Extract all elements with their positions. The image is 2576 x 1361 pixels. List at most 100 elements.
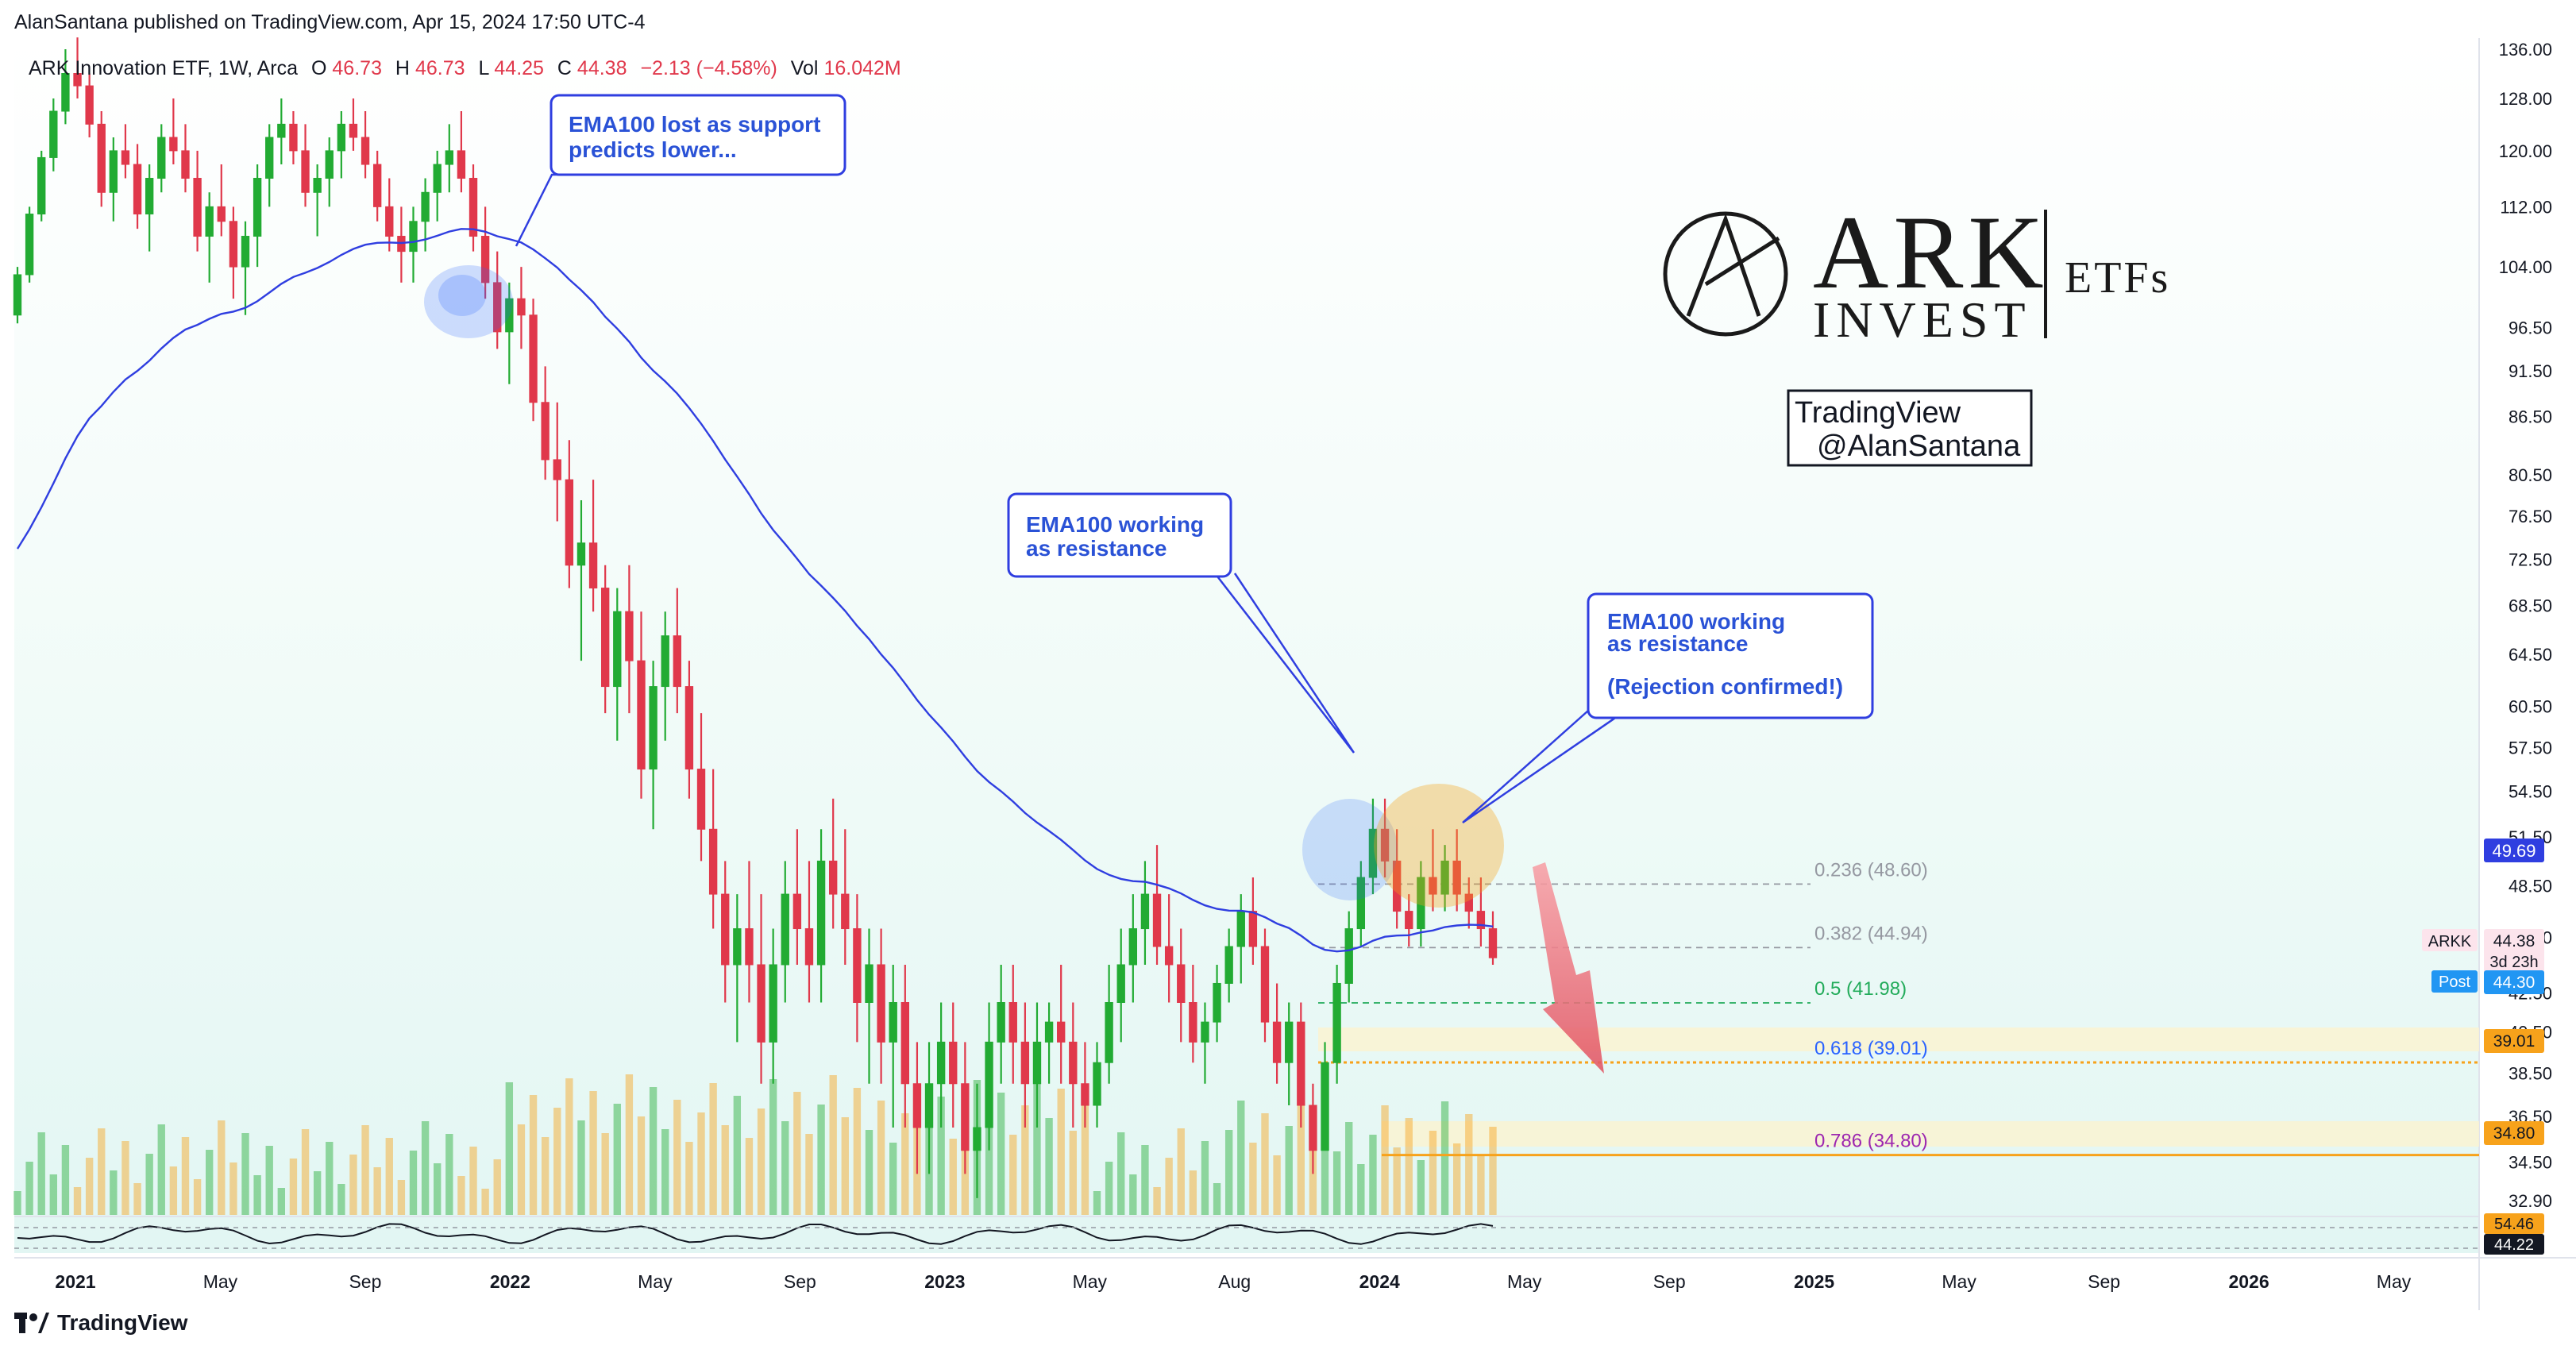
candle-body[interactable]	[97, 123, 106, 193]
candle-body[interactable]	[781, 893, 789, 966]
candle-body[interactable]	[600, 588, 610, 688]
candle-body[interactable]	[217, 206, 226, 222]
candle-body[interactable]	[900, 1002, 910, 1085]
candle-body[interactable]	[1164, 946, 1174, 966]
candle-body[interactable]	[1356, 877, 1366, 930]
candle-body[interactable]	[936, 1041, 946, 1085]
candle-body[interactable]	[1105, 1002, 1113, 1063]
candle-body[interactable]	[361, 137, 370, 165]
candle-body[interactable]	[145, 178, 154, 215]
candle-body[interactable]	[1020, 1041, 1030, 1085]
candle-body[interactable]	[588, 542, 598, 589]
candle-body[interactable]	[912, 1083, 922, 1128]
candle-body[interactable]	[565, 479, 574, 566]
candle-body[interactable]	[193, 178, 202, 237]
candle-body[interactable]	[1392, 860, 1402, 912]
candle-body[interactable]	[1332, 982, 1341, 1063]
candle-body[interactable]	[229, 221, 238, 268]
candle-body[interactable]	[301, 150, 310, 193]
candle-body[interactable]	[865, 964, 873, 1004]
candle-body[interactable]	[1297, 1021, 1305, 1106]
candle-body[interactable]	[61, 73, 70, 112]
candle-body[interactable]	[1368, 828, 1378, 878]
candle-body[interactable]	[1272, 1021, 1282, 1063]
candle-body[interactable]	[541, 402, 550, 461]
candle-body[interactable]	[1488, 928, 1498, 958]
candle-body[interactable]	[1140, 893, 1150, 930]
candle-body[interactable]	[85, 85, 94, 125]
candle-body[interactable]	[816, 860, 826, 966]
candle-body[interactable]	[469, 178, 478, 237]
candle-body[interactable]	[157, 137, 166, 179]
candle-body[interactable]	[289, 123, 298, 152]
candle-body[interactable]	[1116, 964, 1125, 1004]
candles[interactable]	[13, 37, 1498, 1198]
candle-body[interactable]	[25, 214, 34, 276]
candle-body[interactable]	[457, 150, 466, 179]
candle-body[interactable]	[673, 635, 681, 688]
candle-body[interactable]	[1044, 1021, 1054, 1043]
candle-body[interactable]	[517, 298, 526, 316]
candle-body[interactable]	[241, 236, 250, 268]
candle-body[interactable]	[553, 459, 561, 480]
candle-body[interactable]	[277, 123, 286, 138]
candle-body[interactable]	[1032, 1041, 1042, 1085]
candle-body[interactable]	[961, 1083, 970, 1151]
candle-body[interactable]	[696, 769, 706, 830]
candle-body[interactable]	[313, 178, 322, 193]
candle-body[interactable]	[1417, 877, 1425, 930]
candle-body[interactable]	[181, 150, 190, 179]
candle-body[interactable]	[792, 893, 802, 930]
candle-body[interactable]	[493, 282, 502, 333]
candle-body[interactable]	[1452, 860, 1461, 895]
candle-body[interactable]	[997, 1002, 1005, 1043]
candle-body[interactable]	[1285, 1021, 1294, 1063]
candle-body[interactable]	[1213, 982, 1221, 1023]
candle-body[interactable]	[1405, 911, 1413, 930]
candle-body[interactable]	[841, 893, 850, 930]
candle-body[interactable]	[529, 314, 538, 403]
candle-body[interactable]	[745, 928, 754, 966]
candle-body[interactable]	[505, 298, 514, 333]
candle-body[interactable]	[877, 964, 885, 1043]
candle-body[interactable]	[133, 164, 142, 215]
candle-body[interactable]	[973, 1127, 981, 1151]
candle-body[interactable]	[49, 110, 58, 158]
candle-body[interactable]	[1152, 893, 1162, 947]
candle-body[interactable]	[385, 206, 394, 237]
candle-body[interactable]	[1236, 911, 1245, 947]
candle-body[interactable]	[1321, 1062, 1329, 1151]
candle-body[interactable]	[637, 660, 646, 770]
candle-body[interactable]	[853, 928, 862, 1004]
candle-body[interactable]	[924, 1083, 934, 1128]
candle-body[interactable]	[349, 123, 358, 138]
candle-body[interactable]	[1248, 911, 1258, 947]
candle-body[interactable]	[1008, 1002, 1017, 1043]
candle-body[interactable]	[757, 964, 765, 1043]
candle-body[interactable]	[1224, 946, 1233, 984]
candle-body[interactable]	[205, 206, 214, 237]
candle-body[interactable]	[121, 150, 130, 165]
candle-body[interactable]	[1260, 946, 1270, 1023]
candle-body[interactable]	[577, 542, 586, 566]
candle-body[interactable]	[169, 137, 178, 152]
candle-body[interactable]	[949, 1041, 958, 1085]
candle-body[interactable]	[1344, 928, 1353, 984]
candle-body[interactable]	[372, 164, 382, 207]
candle-body[interactable]	[73, 73, 82, 87]
candle-body[interactable]	[829, 860, 838, 895]
candle-body[interactable]	[721, 893, 730, 966]
candle-body[interactable]	[433, 164, 442, 193]
candle-body[interactable]	[1464, 893, 1473, 912]
candle-body[interactable]	[265, 137, 274, 179]
candle-body[interactable]	[708, 828, 718, 895]
candle-body[interactable]	[985, 1041, 993, 1128]
candle-body[interactable]	[253, 178, 262, 237]
candle-body[interactable]	[1309, 1105, 1317, 1151]
candle-body[interactable]	[1429, 877, 1437, 895]
candle-body[interactable]	[1380, 828, 1390, 862]
candle-body[interactable]	[1177, 964, 1186, 1004]
candle-body[interactable]	[1057, 1021, 1066, 1043]
candle-body[interactable]	[37, 156, 46, 215]
